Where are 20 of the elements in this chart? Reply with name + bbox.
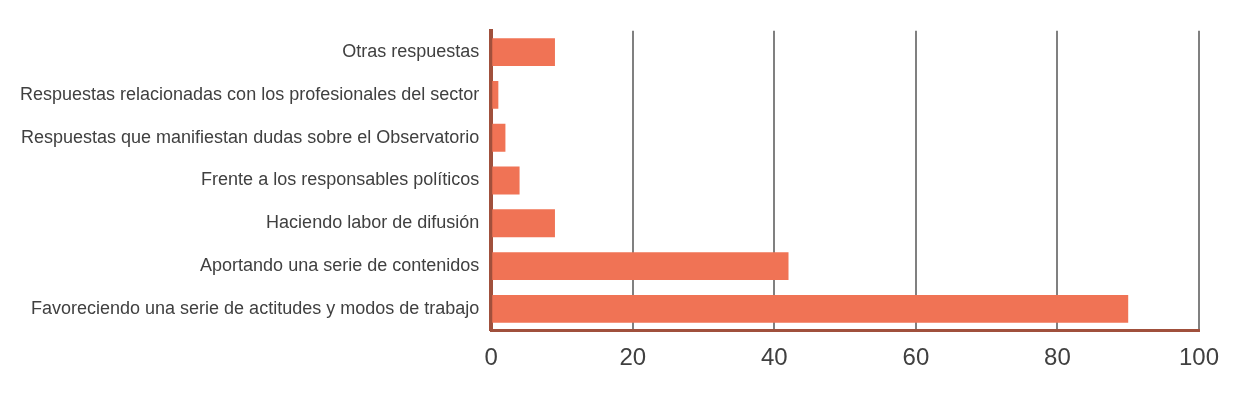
bar [492, 38, 555, 67]
bar [492, 166, 520, 195]
bar [492, 209, 555, 238]
y-tick-label: Haciendo labor de difusión [266, 212, 480, 233]
x-tick-label: 60 [902, 343, 930, 371]
y-tick-label: Favoreciendo una serie de actitudes y modos de trabajo [30, 297, 480, 318]
y-tick-label: Otras respuestas [342, 41, 480, 62]
x-tick-label: 80 [1044, 343, 1071, 371]
y-tick-label: Respuestas que manifiestan dudas sobre el Observatorio [21, 126, 480, 147]
x-tick-label: 20 [619, 343, 647, 371]
x-tick-label: 40 [761, 343, 788, 371]
y-tick-label: Aportando una serie de contenidos [200, 255, 480, 276]
bar [492, 123, 506, 152]
bar [492, 252, 789, 280]
x-tick-label: 100 [1178, 343, 1219, 371]
x-tick-label: 0 [484, 343, 498, 371]
y-tick-label: Respuestas relacionadas con los profesionales del sector [20, 83, 480, 104]
y-tick-label: Frente a los responsables políticos [201, 169, 480, 190]
bar [492, 81, 499, 109]
bar [492, 294, 1129, 323]
